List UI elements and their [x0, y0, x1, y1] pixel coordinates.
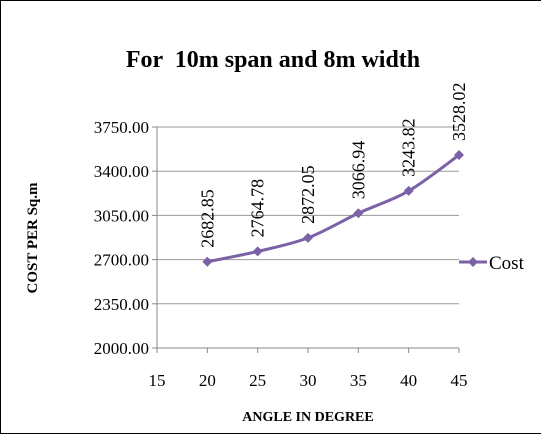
- data-point: [403, 185, 414, 196]
- x-tick-label: 35: [350, 371, 367, 390]
- y-tick-label: 3750.00: [94, 118, 149, 137]
- data-label: 3066.94: [348, 141, 368, 200]
- data-labels: 2682.85 2764.78 2872.05 3066.94 3243.82 3528.…: [197, 83, 469, 248]
- data-label: 3528.02: [449, 83, 469, 142]
- legend-label: Cost: [489, 253, 525, 274]
- chart-title: For 10m span and 8m width: [126, 47, 420, 73]
- legend: Cost: [459, 253, 525, 274]
- legend-marker: [468, 257, 478, 267]
- y-axis-label: COST PER Sq.m: [25, 182, 41, 294]
- x-tick-label: 25: [249, 371, 266, 390]
- axes: [152, 126, 460, 353]
- x-tick-label: 30: [300, 371, 317, 390]
- data-point: [252, 246, 263, 257]
- data-label: 3243.82: [399, 118, 419, 177]
- x-tick-label: 15: [149, 371, 166, 390]
- data-point: [202, 256, 213, 267]
- data-label: 2764.78: [248, 179, 268, 238]
- data-point: [353, 208, 364, 219]
- y-tick-label: 3400.00: [94, 162, 149, 181]
- x-tick-label: 40: [400, 371, 417, 390]
- data-point: [303, 232, 313, 243]
- y-tick-label: 2700.00: [94, 251, 149, 270]
- y-tick-label: 2000.00: [94, 339, 149, 358]
- series-cost: [202, 150, 464, 267]
- y-tick-label: 3050.00: [94, 206, 149, 225]
- data-label: 2682.85: [197, 189, 217, 248]
- y-tick-labels: 2000.00 2350.00 2700.00 3050.00 3400.00 3750.…: [94, 118, 149, 358]
- data-label: 2872.05: [298, 165, 318, 224]
- x-tick-labels: 15 20 25 30 35 40 45: [149, 371, 468, 390]
- data-point: [454, 150, 464, 161]
- y-tick-label: 2350.00: [94, 295, 149, 314]
- series-line: [207, 153, 460, 264]
- x-tick-label: 20: [199, 371, 216, 390]
- x-axis-label: ANGLE IN DEGREE: [242, 410, 373, 425]
- x-tick-label: 45: [451, 371, 468, 390]
